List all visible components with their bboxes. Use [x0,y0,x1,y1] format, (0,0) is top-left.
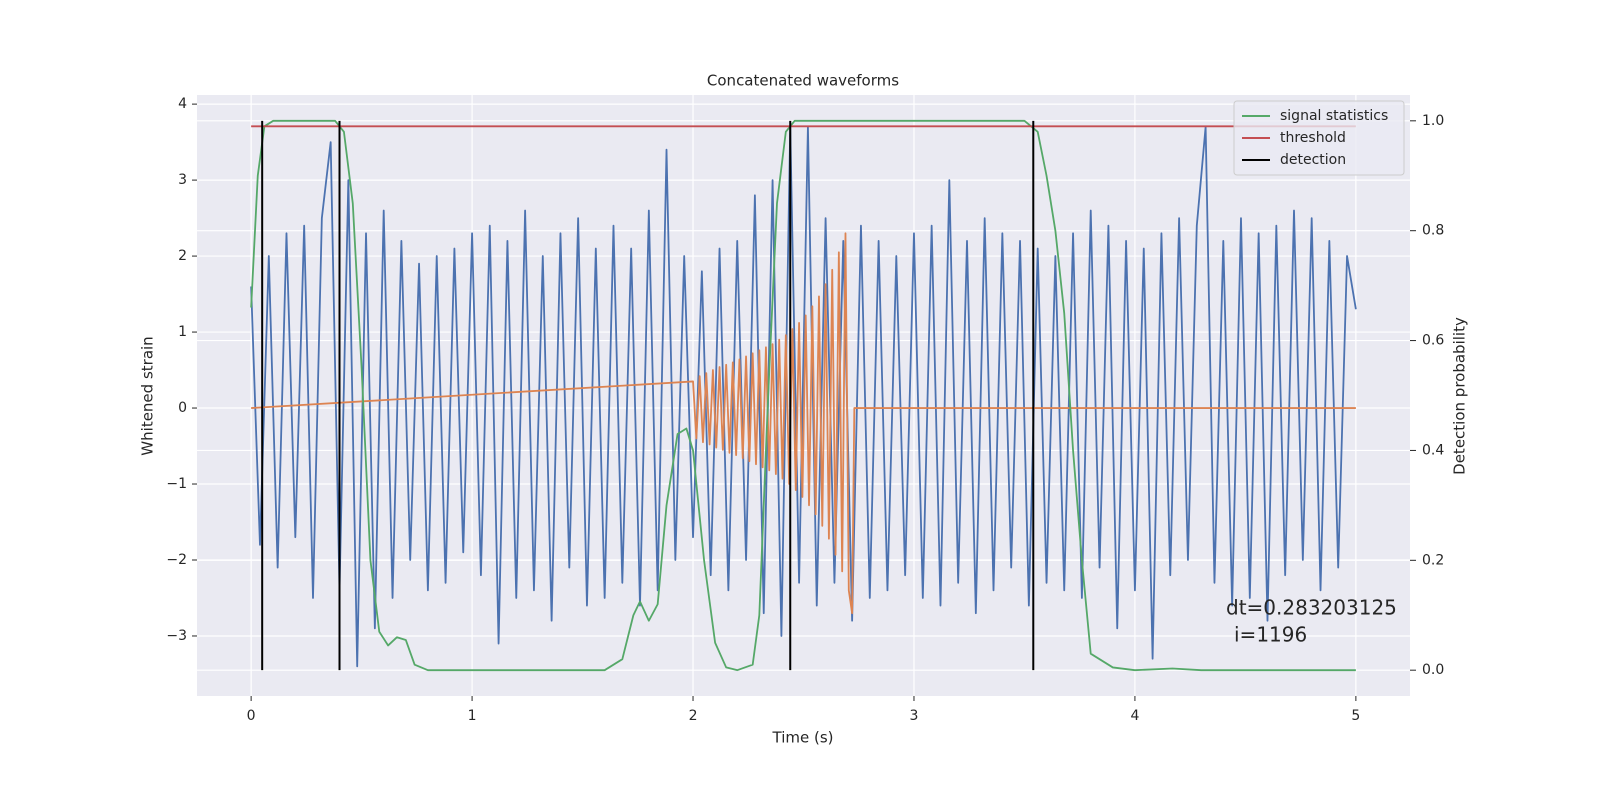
y2-tick-label: 0.0 [1422,662,1444,678]
y2-tick-label: 0.8 [1422,223,1444,239]
y-tick-label: 4 [178,96,187,112]
plot-marks [250,119,1357,672]
y-axis-label: Whitened strain [139,336,157,455]
y2-axis-label: Detection probability [1451,317,1469,475]
x-tick-label: 2 [689,708,698,724]
y2-tick-label: 1.0 [1422,113,1444,129]
y2-tick-label: 0.4 [1422,442,1444,458]
legend-box [1233,100,1405,176]
x-tick-label: 3 [910,708,919,724]
x-axis-label: Time (s) [772,729,834,747]
series-line [250,126,1357,668]
y-tick-label: 3 [178,172,187,188]
y2-tick-label: 0.2 [1422,552,1444,568]
x-tick-label: 4 [1130,708,1139,724]
y-tick-label: 2 [178,248,187,264]
y2-tick-label: 0.6 [1422,333,1444,349]
chart-title: Concatenated waveforms [707,72,899,90]
series-line [250,119,1356,672]
axes: 0 1 2 3 4 5 −3 −2 −1 0 1 2 3 4 0.0 0.2 0.4 0.6 0.8 1.0 [166,96,1444,724]
y-tick-label: −1 [166,476,187,492]
legend: signal statistics threshold detection [1233,100,1405,176]
annotation: dt=0.283203125 [1226,596,1397,620]
series-line [251,232,1356,615]
y-tick-label: 1 [178,324,187,340]
x-tick-label: 1 [468,708,477,724]
x-tick-label: 5 [1351,708,1360,724]
legend-label: threshold [1280,130,1346,146]
y-tick-label: −2 [166,552,187,568]
legend-label: signal statistics [1280,108,1388,124]
y-tick-label: −3 [166,628,187,644]
y-tick-label: 0 [178,400,187,416]
x-tick-label: 0 [247,708,256,724]
legend-label: detection [1280,152,1346,168]
annotation: i=1196 [1234,623,1307,647]
